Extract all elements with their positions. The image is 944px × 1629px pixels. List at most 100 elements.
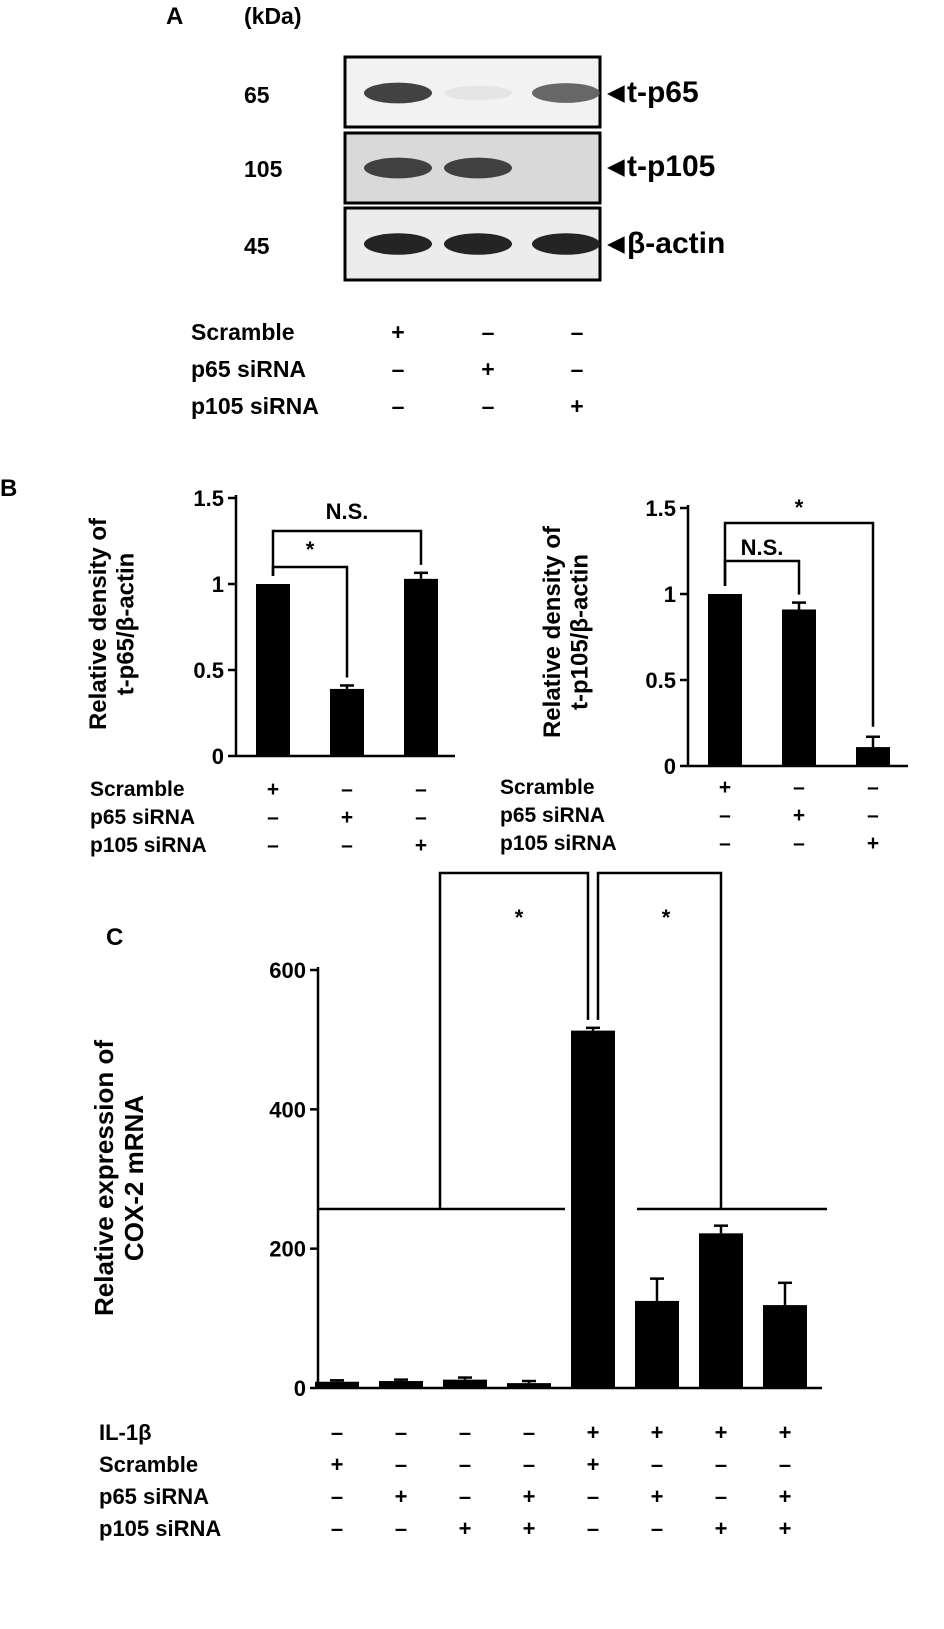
condition-sign: –	[587, 1516, 599, 1541]
condition-sign: –	[715, 1484, 727, 1509]
significance-bracket	[596, 871, 723, 1209]
blot-label: t-p105	[627, 150, 715, 183]
condition-sign: +	[267, 778, 279, 801]
blot-band	[444, 157, 512, 179]
condition-sign: –	[867, 804, 879, 827]
significance-bracket	[723, 559, 801, 595]
condition-sign: +	[523, 1484, 536, 1509]
condition-sign: +	[867, 832, 879, 855]
condition-label: p105 siRNA	[90, 834, 207, 857]
mw-marker: 65	[244, 82, 270, 108]
significance-bracket	[271, 529, 423, 576]
arrowhead-icon: ◀	[607, 230, 625, 256]
condition-sign: +	[651, 1484, 664, 1509]
condition-sign: –	[482, 393, 495, 419]
y-axis-label: COX-2 mRNA	[119, 1095, 149, 1261]
condition-sign: –	[779, 1452, 791, 1477]
y-tick-label: 200	[269, 1237, 306, 1262]
bar	[699, 1233, 743, 1388]
condition-label: p65 siRNA	[99, 1484, 209, 1509]
blot-band	[532, 83, 600, 103]
condition-sign: +	[395, 1484, 408, 1509]
condition-sign: –	[867, 776, 879, 799]
y-tick-label: 400	[269, 1097, 306, 1122]
significance-label: *	[662, 905, 671, 930]
y-tick-label: 0	[664, 754, 676, 779]
significance-label: *	[515, 905, 524, 930]
condition-sign: –	[719, 832, 731, 855]
condition-sign: +	[415, 834, 427, 857]
kda-unit-label: (kDa)	[244, 3, 302, 29]
mw-marker: 105	[244, 156, 283, 182]
blot-bands	[364, 82, 600, 255]
y-tick-label: 0.5	[645, 668, 676, 693]
condition-sign: +	[481, 356, 494, 382]
y-tick-label: 0.5	[193, 658, 224, 683]
significance-bracket	[271, 565, 349, 678]
significance-label: *	[795, 495, 804, 520]
condition-sign: +	[715, 1420, 728, 1445]
panel-a: A (kDa) 65 ◀ t-p65 105 ◀ t-p105 45 ◀ β-a…	[166, 3, 725, 419]
condition-label: Scramble	[99, 1452, 198, 1477]
condition-sign: +	[391, 319, 404, 345]
chart-b-t-p65: B Relative density of t-p65/β-actin 0 0.5 1 1.…	[0, 475, 455, 857]
condition-sign: +	[587, 1420, 600, 1445]
condition-sign: –	[395, 1516, 407, 1541]
significance-bracket	[723, 521, 875, 727]
condition-sign: –	[395, 1420, 407, 1445]
blot-band	[532, 233, 600, 255]
condition-sign: –	[331, 1516, 343, 1541]
condition-sign: –	[459, 1484, 471, 1509]
condition-sign: –	[523, 1452, 535, 1477]
condition-sign: +	[459, 1516, 472, 1541]
bar	[379, 1381, 423, 1388]
y-tick-label: 1	[664, 582, 676, 607]
condition-sign: –	[331, 1484, 343, 1509]
condition-sign: +	[719, 776, 731, 799]
condition-sign: –	[715, 1452, 727, 1477]
condition-sign: +	[715, 1516, 728, 1541]
condition-sign: +	[651, 1420, 664, 1445]
condition-label: Scramble	[191, 319, 295, 345]
condition-sign: +	[793, 804, 805, 827]
arrowhead-icon: ◀	[607, 79, 625, 105]
bar	[256, 584, 290, 756]
y-tick-label: 0	[294, 1376, 306, 1401]
condition-sign: –	[587, 1484, 599, 1509]
blot-frame	[343, 55, 602, 129]
condition-sign: –	[267, 834, 279, 857]
condition-label: p105 siRNA	[500, 832, 617, 855]
bar	[635, 1300, 679, 1388]
bar	[782, 609, 816, 766]
y-tick-label: 1.5	[193, 486, 224, 511]
condition-sign: –	[793, 776, 805, 799]
bar	[763, 1305, 807, 1388]
y-axis-label: Relative density of	[539, 525, 566, 738]
y-tick-label: 1	[212, 572, 224, 597]
condition-sign: –	[392, 393, 405, 419]
blot-band	[364, 157, 432, 179]
condition-label: p105 siRNA	[191, 393, 319, 419]
condition-label: p65 siRNA	[500, 804, 605, 827]
blot-frame	[343, 131, 602, 205]
condition-signs: + – – – + – – – +	[391, 319, 583, 419]
panel-a-conditions: Scramble p65 siRNA p105 siRNA + – – – + – – – +	[191, 319, 584, 419]
condition-sign: –	[523, 1420, 535, 1445]
panel-a-letter: A	[166, 3, 183, 30]
y-axis-label: Relative density of	[85, 517, 112, 730]
condition-sign: –	[415, 806, 427, 829]
condition-sign: –	[395, 1452, 407, 1477]
condition-sign: +	[779, 1516, 792, 1541]
condition-sign: –	[793, 832, 805, 855]
y-axis-label: t-p105/β-actin	[567, 554, 594, 710]
bar	[443, 1379, 487, 1388]
condition-label: p105 siRNA	[99, 1516, 221, 1541]
condition-sign: +	[779, 1420, 792, 1445]
condition-sign: –	[459, 1452, 471, 1477]
y-tick-label: 1.5	[645, 496, 676, 521]
condition-sign: –	[571, 356, 584, 382]
y-tick-label: 600	[269, 958, 306, 983]
condition-label: IL-1β	[99, 1420, 152, 1445]
condition-sign: –	[415, 778, 427, 801]
panel-letter: B	[0, 475, 17, 502]
